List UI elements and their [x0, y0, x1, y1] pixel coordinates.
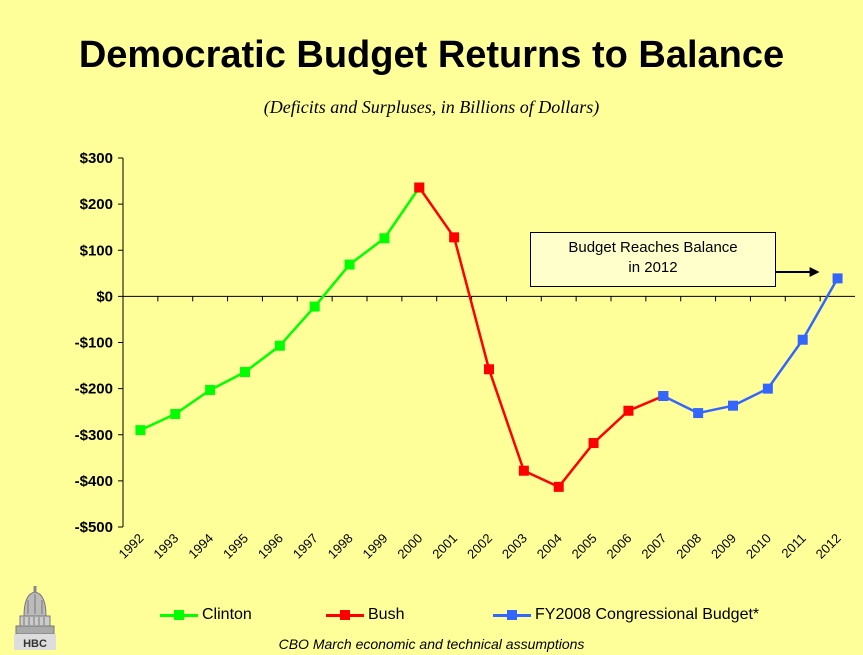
- data-point-1-2002: [484, 364, 494, 375]
- x-tick-label: 1997: [290, 531, 321, 562]
- legend: Clinton Bush FY2008 Congressional Budget…: [0, 606, 863, 630]
- legend-swatch-fy2008: [493, 610, 531, 620]
- legend-label-bush: Bush: [368, 606, 405, 623]
- data-point-1-2000: [414, 182, 425, 193]
- y-tick-label: $300: [80, 150, 113, 167]
- y-tick-label: -$500: [75, 519, 113, 536]
- chart-title: Democratic Budget Returns to Balance: [78, 34, 785, 76]
- data-point-1-2001: [449, 232, 460, 243]
- data-point-2-2009: [728, 400, 738, 411]
- data-point-1-2006: [623, 405, 634, 416]
- y-tick-label: $100: [80, 242, 113, 259]
- x-tick-label: 2000: [394, 531, 425, 562]
- x-tick-label: 1995: [220, 531, 251, 562]
- legend-swatch-bush: [326, 610, 364, 620]
- x-tick-label: 2011: [778, 531, 808, 561]
- annotation-box: Budget Reaches Balance in 2012: [530, 232, 776, 287]
- data-point-1-2005: [588, 438, 599, 449]
- logo-text: HBC: [23, 638, 47, 650]
- hbc-logo: HBC: [14, 586, 56, 650]
- y-tick-label: $0: [96, 288, 113, 305]
- x-tick-label: 2010: [743, 531, 774, 562]
- y-tick-label: -$200: [75, 381, 113, 398]
- annotation-line-1: Budget Reaches Balance: [568, 239, 738, 256]
- data-point-0-1997: [309, 301, 320, 312]
- y-tick-label: $200: [80, 196, 113, 213]
- x-tick-label: 2008: [673, 531, 704, 562]
- x-tick-label: 2005: [569, 531, 600, 562]
- legend-item-fy2008: FY2008 Congressional Budget*: [493, 606, 759, 624]
- y-tick-label: -$400: [75, 473, 113, 490]
- data-point-0-1993: [170, 408, 181, 419]
- chart-subtitle: (Deficits and Surpluses, in Billions of …: [263, 97, 600, 117]
- x-tick-label: 1992: [115, 531, 146, 562]
- data-point-1-2004: [553, 481, 564, 492]
- x-tick-label: 2003: [499, 531, 530, 562]
- legend-item-clinton: Clinton: [160, 606, 252, 624]
- data-point-2-2010: [762, 383, 773, 394]
- x-tick-label: 2009: [708, 531, 739, 562]
- x-tick-label: 1994: [185, 531, 216, 562]
- x-tick-label: 1998: [325, 531, 356, 562]
- data-point-0-1992: [135, 425, 146, 436]
- capitol-dome-icon: HBC: [14, 586, 56, 650]
- series-line-1: [418, 186, 664, 489]
- data-point-2-2011: [797, 334, 808, 345]
- x-tick-label: 1993: [150, 531, 181, 562]
- data-point-2-2012: [832, 273, 843, 284]
- x-tick-label: 2004: [534, 531, 565, 562]
- series-line-0: [139, 186, 421, 432]
- x-tick-label: 2006: [603, 531, 634, 562]
- data-point-2-2008: [693, 408, 704, 419]
- legend-item-bush: Bush: [326, 606, 404, 624]
- data-point-0-1996: [274, 340, 285, 351]
- x-tick-label: 1999: [359, 531, 390, 562]
- x-tick-label: 2007: [638, 531, 669, 562]
- data-point-0-1999: [379, 233, 390, 244]
- legend-label-fy2008: FY2008 Congressional Budget*: [535, 606, 760, 623]
- data-point-2-2007: [658, 391, 669, 402]
- data-point-0-1995: [240, 367, 250, 378]
- x-tick-label: 2012: [813, 531, 844, 562]
- y-tick-label: -$100: [75, 335, 113, 352]
- footnote: CBO March economic and technical assumpt…: [278, 636, 585, 652]
- legend-label-clinton: Clinton: [202, 606, 252, 623]
- legend-swatch-clinton: [160, 610, 198, 620]
- x-tick-label: 2002: [464, 531, 495, 562]
- x-tick-label: 2001: [429, 531, 460, 562]
- data-point-0-1998: [344, 259, 355, 270]
- data-point-0-1994: [205, 385, 216, 396]
- x-tick-label: 1996: [255, 531, 286, 562]
- annotation-arrow-head: [809, 267, 820, 277]
- y-tick-label: -$300: [75, 427, 113, 444]
- annotation-line-2: in 2012: [628, 259, 678, 276]
- data-point-1-2003: [518, 465, 529, 476]
- series-line-2: [662, 277, 839, 415]
